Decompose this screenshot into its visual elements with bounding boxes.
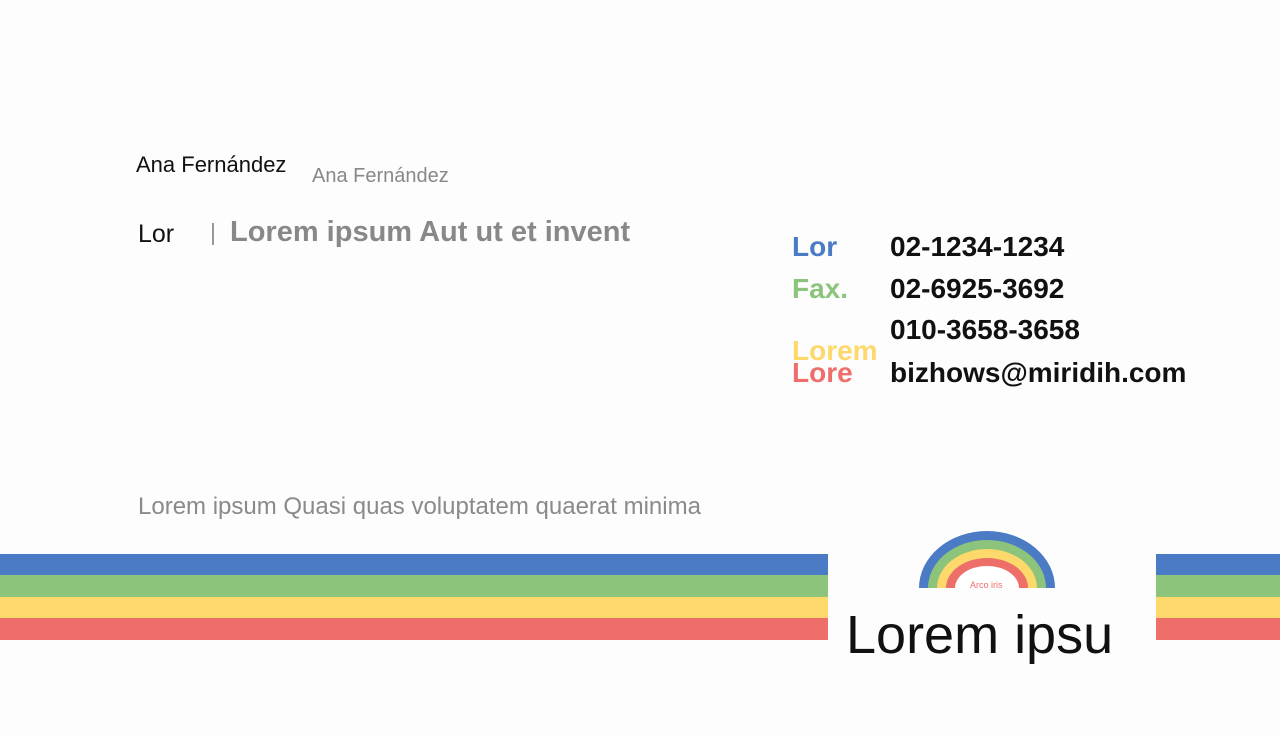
address: Lorem ipsum Quasi quas voluptatem quaera… [138,493,701,520]
contact-value: 02-1234-1234 [890,231,1065,262]
company: Lorem ipsum Aut ut et invent [230,216,631,248]
position: Lor [138,220,175,248]
stripe [1156,575,1280,597]
contact-value: bizhows@miridih.com [890,357,1187,388]
stripe [1156,618,1280,640]
contact-label: Lorem [792,335,878,366]
name-alt: Ana Fernández [312,165,449,187]
stripe [1156,597,1280,619]
contact-label: Lore [792,357,853,388]
stripe [0,575,828,597]
stripe [1156,554,1280,576]
stripe [0,554,828,576]
logo-text: Arco iris [970,580,1003,590]
brand: Lorem ipsu [846,605,1114,665]
contact-value: 010-3658-3658 [890,314,1080,345]
logo-rainbow [919,531,1055,588]
name: Ana Fernández [136,152,287,177]
stripe [0,618,828,640]
stripe [0,597,828,619]
contact-label: Lor [792,231,838,262]
divider [212,223,214,245]
contact-value: 02-6925-3692 [890,273,1065,304]
contact-label: Fax. [792,273,849,304]
